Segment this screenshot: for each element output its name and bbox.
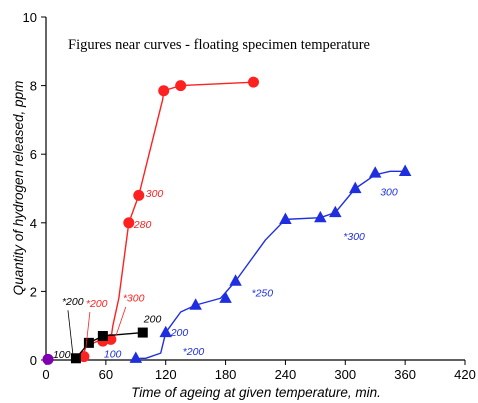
data-point <box>314 210 327 223</box>
curve-annotation: 300 <box>380 186 398 198</box>
curve-annotation: *200 <box>183 346 205 358</box>
data-point <box>105 333 117 345</box>
annotation-leader <box>115 306 127 337</box>
data-point <box>159 325 172 338</box>
curve-annotation: *200 <box>62 296 84 308</box>
data-point <box>189 298 202 310</box>
curve-annotation: 200 <box>143 313 162 325</box>
data-point <box>133 189 145 201</box>
x-tick-label: 240 <box>275 367 297 382</box>
chart-note: Figures near curves - floating specimen … <box>68 37 370 53</box>
curve-annotation: *250 <box>252 288 274 300</box>
x-tick-label: 180 <box>215 367 237 382</box>
series-line-0 <box>81 81 254 361</box>
x-tick-label: 420 <box>454 367 476 382</box>
data-point <box>70 353 81 364</box>
data-point <box>219 291 232 303</box>
data-point <box>97 330 108 341</box>
y-tick-label: 2 <box>30 284 37 299</box>
curve-annotation: 100 <box>104 348 122 360</box>
data-point <box>279 212 292 224</box>
x-axis-title: Time of ageing at given temperature, min… <box>131 385 381 400</box>
curve-annotation: 300 <box>146 188 164 200</box>
data-point <box>368 166 382 178</box>
curve-annotation: *300 <box>343 231 365 243</box>
annotation-leader <box>67 310 74 355</box>
x-tick-label: 0 <box>42 367 49 382</box>
curve-annotation: *300 <box>123 293 145 305</box>
data-point <box>129 351 143 363</box>
data-point <box>398 164 412 176</box>
y-tick-label: 6 <box>30 147 37 162</box>
data-point <box>137 327 148 338</box>
data-point <box>42 353 54 365</box>
annotation-leader <box>85 311 91 349</box>
data-point <box>83 337 94 348</box>
data-point <box>229 274 242 286</box>
x-tick-label: 120 <box>155 367 177 382</box>
curve-annotation: *200 <box>86 298 108 310</box>
x-tick-label: 60 <box>99 367 113 382</box>
data-point <box>123 217 135 229</box>
y-tick-label: 8 <box>30 79 37 94</box>
data-point <box>349 181 362 194</box>
y-axis-title: Quantity of hydrogen released, ppm <box>11 81 26 296</box>
x-tick-label: 360 <box>394 367 416 382</box>
data-point <box>78 351 90 363</box>
x-tick-label: 300 <box>334 367 356 382</box>
y-tick-label: 4 <box>30 216 37 231</box>
series-line-2 <box>75 331 143 359</box>
data-point <box>248 76 260 88</box>
curve-annotation: 280 <box>133 219 152 231</box>
curve-annotation: 200 <box>170 327 189 339</box>
y-tick-label: 0 <box>30 353 37 368</box>
y-tick-label: 10 <box>23 10 37 25</box>
data-point <box>329 205 342 218</box>
data-point <box>158 85 170 97</box>
data-point <box>175 80 187 92</box>
curve-annotation: 100 <box>53 349 71 361</box>
